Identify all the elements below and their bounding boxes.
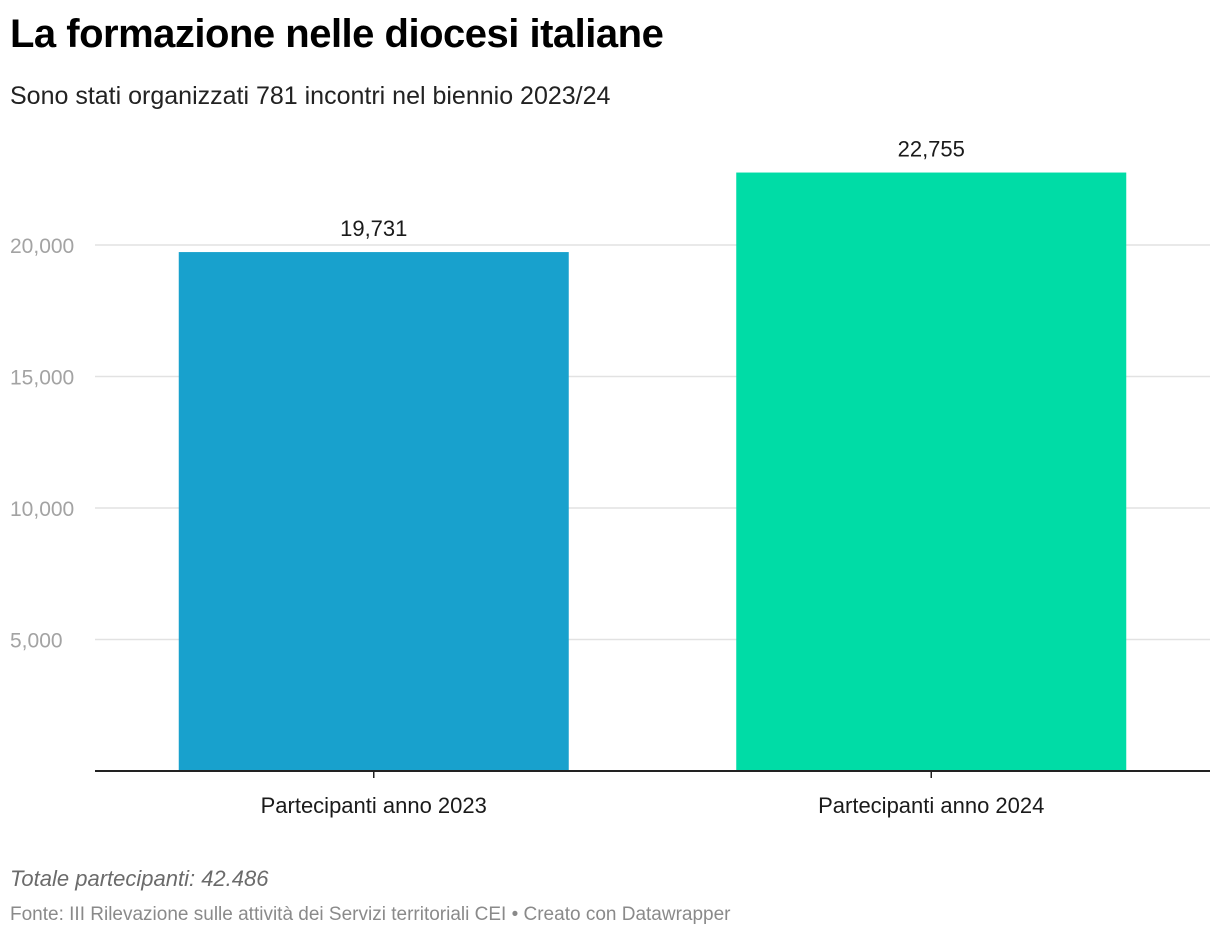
y-tick-label: 15,000 bbox=[10, 367, 74, 390]
y-tick-label: 5,000 bbox=[10, 630, 63, 653]
y-axis-tick-labels: 5,000 10,000 15,000 20,000 bbox=[10, 235, 74, 653]
y-tick-label: 10,000 bbox=[10, 498, 74, 521]
source-credit: Fonte: III Rilevazione sulle attività de… bbox=[10, 904, 731, 925]
x-tick-label: Partecipanti anno 2023 bbox=[261, 793, 487, 818]
chart-subtitle: Sono stati organizzati 781 incontri nel … bbox=[10, 82, 611, 110]
x-axis bbox=[95, 770, 1210, 778]
x-axis-tick-labels: Partecipanti anno 2023 Partecipanti anno … bbox=[261, 793, 1045, 818]
total-note: Totale partecipanti: 42.486 bbox=[10, 866, 269, 891]
bar-1 bbox=[178, 252, 569, 771]
bars bbox=[178, 172, 1127, 771]
x-tick-label: Partecipanti anno 2024 bbox=[818, 793, 1044, 818]
value-label: 19,731 bbox=[340, 216, 407, 241]
value-labels: 19,731 22,755 bbox=[340, 137, 965, 242]
y-tick-label: 20,000 bbox=[10, 235, 74, 258]
chart-title: La formazione nelle diocesi italiane bbox=[10, 12, 664, 56]
bar-2 bbox=[736, 172, 1127, 771]
value-label: 22,755 bbox=[898, 137, 965, 162]
